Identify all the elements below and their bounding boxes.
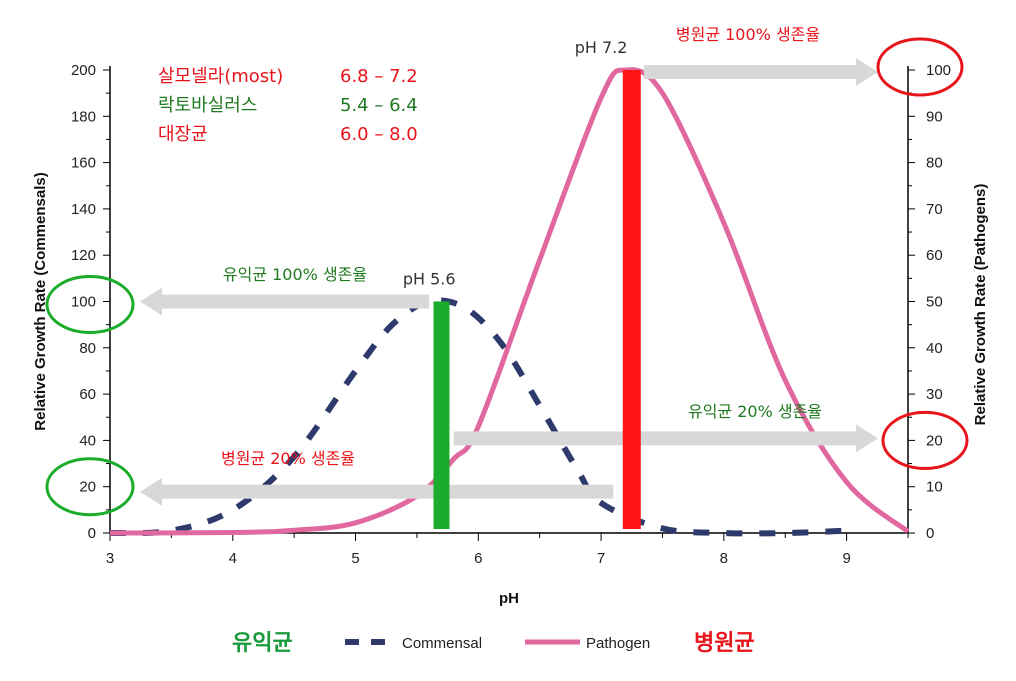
highlight-circle-right-100 <box>876 37 964 97</box>
ph-marker-bar <box>433 301 450 529</box>
ph-range-value: 6.0 – 8.0 <box>340 124 418 145</box>
ph-range-value: 6.8 – 7.2 <box>340 66 418 87</box>
y-right-tick-label: 20 <box>926 432 943 449</box>
highlight-circle-left-20 <box>45 457 135 517</box>
annotation-pathogen-20: 병원균 20% 생존율 <box>221 449 355 468</box>
y-right-tick-label: 50 <box>926 294 943 311</box>
annotation-pathogen-100: 병원균 100% 생존율 <box>676 25 820 44</box>
x-tick-label: 5 <box>351 550 359 567</box>
y-left-tick-label: 160 <box>71 155 96 172</box>
arrow-commensal-100-head <box>140 287 162 316</box>
y-right-tick-label: 100 <box>926 62 951 79</box>
annotation-commensal-20: 유익균 20% 생존율 <box>688 402 822 421</box>
y-right-tick-label: 80 <box>926 155 943 172</box>
arrow-commensal-100-shaft <box>162 294 430 309</box>
highlight-circle-left-100 <box>45 275 135 334</box>
ph-range-value: 5.4 – 6.4 <box>340 95 418 116</box>
y-right-tick-label: 60 <box>926 247 943 264</box>
y-left-tick-label: 180 <box>71 108 96 125</box>
arrow-pathogen-100-head <box>856 58 878 86</box>
legend-commensal-label: Commensal <box>402 635 482 652</box>
ph-range-name: 대장균 <box>158 124 208 145</box>
ph-range-name: 락토바실러스 <box>158 95 257 116</box>
y-left-tick-label: 100 <box>71 294 96 311</box>
y-left-tick-label: 80 <box>79 340 96 357</box>
y-left-tick-label: 20 <box>79 479 96 496</box>
x-tick-label: 6 <box>474 550 482 567</box>
arrow-commensal-20-shaft <box>453 431 856 446</box>
legend-pathogen-korean: 병원균 <box>694 631 755 656</box>
y-right-tick-label: 10 <box>926 479 943 496</box>
labels-layer: 3 4 5 6 7 8 9020406080100120140160180200010203… <box>32 25 989 656</box>
ph-marker-bar <box>622 70 641 529</box>
y-right-tick-label: 0 <box>926 525 934 542</box>
arrows-layer <box>45 37 969 517</box>
curves-layer <box>109 67 910 537</box>
x-tick-label: 9 <box>842 550 850 567</box>
legend-pathogen-label: Pathogen <box>586 635 650 652</box>
pathogen-series-line <box>109 67 910 536</box>
y-right-tick-label: 40 <box>926 340 943 357</box>
annotation-commensal-100: 유익균 100% 생존율 <box>223 265 367 284</box>
x-axis-title: pH <box>499 590 519 607</box>
y-left-tick-label: 200 <box>71 62 96 79</box>
y-left-tick-label: 120 <box>71 247 96 264</box>
ph-marker-label: pH 7.2 <box>575 38 628 57</box>
x-tick-label: 7 <box>597 550 605 567</box>
highlight-circle-right-20 <box>881 410 969 470</box>
x-tick-label: 3 <box>106 550 114 567</box>
arrow-commensal-20-head <box>856 424 878 453</box>
ph-range-name: 살모넬라(most) <box>158 66 283 87</box>
y-right-tick-label: 70 <box>926 201 943 218</box>
x-tick-label: 4 <box>229 550 237 567</box>
x-tick-label: 8 <box>720 550 728 567</box>
ph-marker-label: pH 5.6 <box>403 270 456 289</box>
arrow-pathogen-20-shaft <box>162 484 614 499</box>
y-left-tick-label: 140 <box>71 201 96 218</box>
y-right-axis-title: Relative Growth Rate (Pathogens) <box>972 184 989 426</box>
legend-commensal-korean: 유익균 <box>232 631 293 656</box>
y-left-tick-label: 40 <box>79 432 96 449</box>
arrow-pathogen-100-shaft <box>644 65 856 79</box>
y-right-tick-label: 30 <box>926 386 943 403</box>
y-left-tick-label: 0 <box>88 525 96 542</box>
y-right-tick-label: 90 <box>926 108 943 125</box>
y-left-tick-label: 60 <box>79 386 96 403</box>
commensal-series-line <box>109 297 847 537</box>
y-left-axis-title: Relative Growth Rate (Commensals) <box>32 172 49 430</box>
arrow-pathogen-20-head <box>140 477 162 506</box>
bars-layer <box>433 70 641 529</box>
